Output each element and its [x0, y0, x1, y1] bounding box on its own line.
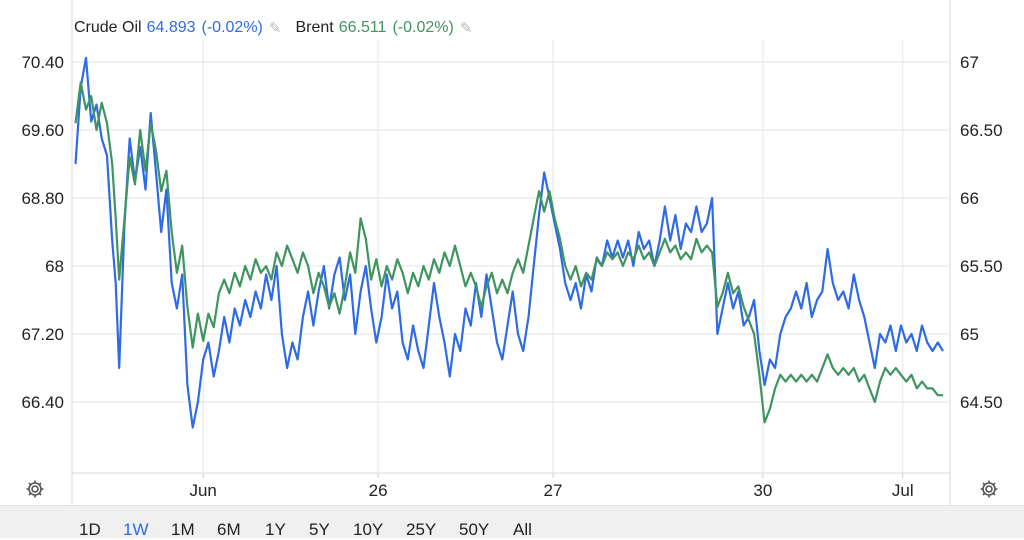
- legend-change: (-0.02%): [201, 19, 263, 36]
- y-right-tick-label: 66.50: [960, 121, 1003, 140]
- range-button-50y[interactable]: 50Y: [459, 520, 490, 539]
- legend-item-crude-oil[interactable]: Crude Oil 64.893 (-0.02%) ✎: [74, 19, 281, 37]
- y-right-tick-label: 66: [960, 189, 979, 208]
- x-tick-label: Jul: [892, 481, 914, 500]
- legend-value: 64.893: [146, 19, 196, 36]
- legend-value: 66.511: [338, 19, 387, 36]
- range-button-25y[interactable]: 25Y: [406, 520, 437, 539]
- gear-icon[interactable]: [25, 479, 45, 499]
- range-button-6m[interactable]: 6M: [217, 520, 241, 539]
- range-button-1w[interactable]: 1W: [123, 520, 149, 539]
- x-tick-label: 30: [753, 481, 772, 500]
- y-left-tick-label: 69.60: [21, 121, 64, 140]
- legend: Crude Oil 64.893 (-0.02%) ✎ Brent 66.511…: [74, 19, 486, 37]
- y-left-tick-label: 67.20: [21, 325, 64, 344]
- price-chart: 70.40 69.60 68.80 68 67.20 66.40 67 66.50 66 65.5…: [21, 0, 1003, 505]
- y-right-tick-label: 65.50: [960, 257, 1003, 276]
- series-line-brent: [74, 81, 943, 424]
- range-button-1m[interactable]: 1M: [171, 520, 195, 539]
- y-right-tick-label: 65: [960, 325, 979, 344]
- legend-change: (-0.02%): [392, 19, 454, 36]
- pencil-icon[interactable]: ✎: [268, 20, 282, 37]
- legend-name: Brent: [295, 19, 334, 36]
- y-right-tick-label: 64.50: [960, 393, 1003, 412]
- gear-icon[interactable]: [979, 479, 999, 499]
- series-line-crude-oil: [74, 56, 944, 429]
- x-tick-label: 26: [369, 481, 388, 500]
- range-button-5y[interactable]: 5Y: [309, 520, 330, 539]
- range-button-10y[interactable]: 10Y: [353, 520, 384, 539]
- y-left-tick-label: 68.80: [21, 189, 64, 208]
- range-button-1y[interactable]: 1Y: [265, 520, 286, 539]
- range-button-all[interactable]: All: [513, 520, 532, 539]
- y-left-tick-label: 70.40: [21, 53, 64, 72]
- range-selector: 1D 1W 1M 6M 1Y 5Y 10Y 25Y 50Y All: [0, 505, 1024, 539]
- legend-item-brent[interactable]: Brent 66.511 (-0.02%) ✎: [295, 19, 472, 37]
- chart-area: 70.40 69.60 68.80 68 67.20 66.40 67 66.50 66 65.5…: [21, 0, 1003, 505]
- y-right-tick-label: 67: [960, 53, 979, 72]
- x-tick-label: 27: [544, 481, 563, 500]
- y-left-tick-label: 66.40: [21, 393, 64, 412]
- y-left-tick-label: 68: [45, 257, 64, 276]
- range-button-1d[interactable]: 1D: [79, 520, 101, 539]
- x-tick-label: Jun: [189, 481, 216, 500]
- legend-name: Crude Oil: [74, 19, 142, 36]
- pencil-icon[interactable]: ✎: [459, 20, 473, 37]
